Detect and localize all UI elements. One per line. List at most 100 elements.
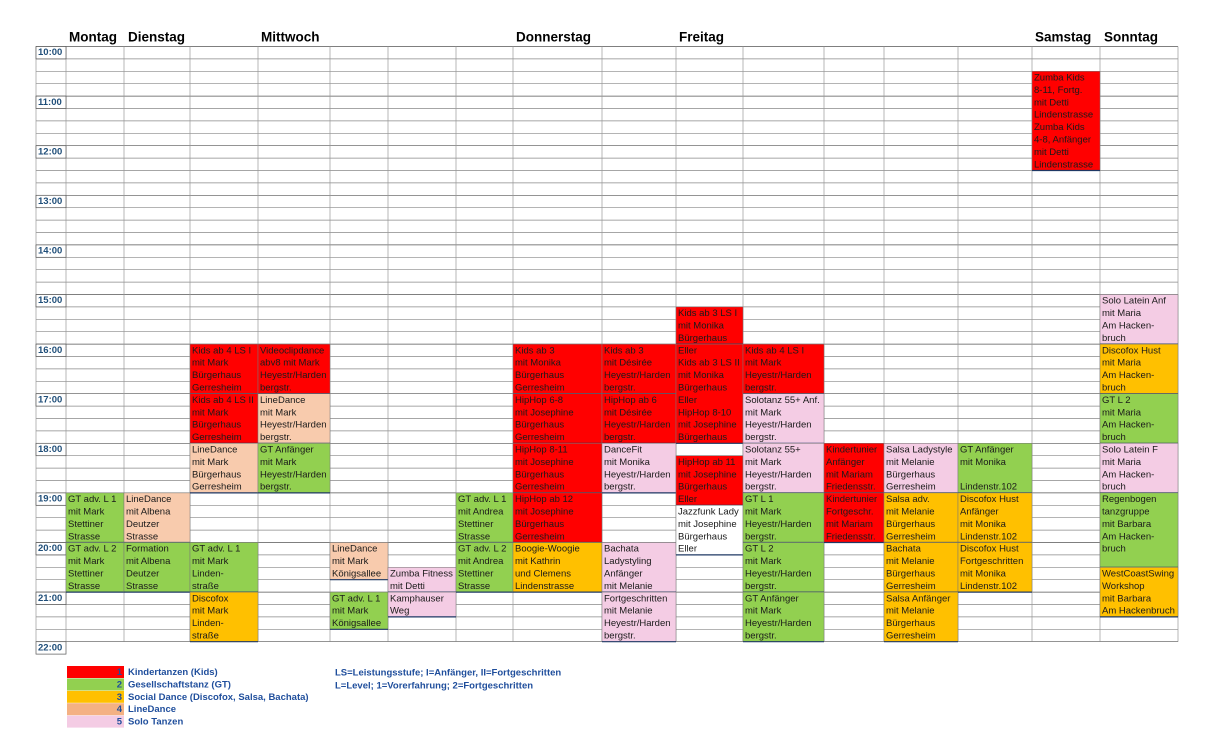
course-text: mit Kathrin (515, 556, 560, 567)
day-header: Donnerstag (516, 30, 591, 45)
course-text: Am Hacken- (1102, 321, 1154, 332)
course-text: Stettiner (458, 519, 493, 530)
course-text: bergstr. (745, 383, 777, 394)
course-block (883, 591, 959, 642)
course-text: Heyestr/Harden (604, 420, 671, 431)
course-block (675, 343, 744, 444)
day-header: Dienstag (128, 30, 185, 45)
course-text: Bürgerhaus (515, 519, 564, 530)
time-cell (35, 145, 67, 159)
course-text: Kids ab 3 (604, 345, 644, 356)
time-label: 20:00 (38, 543, 62, 554)
course-text: Kids ab 3 (515, 345, 555, 356)
course-text: Bürgerhaus (886, 519, 935, 530)
course-text: Discofox Hust (960, 494, 1019, 505)
course-block (601, 542, 677, 593)
course-text: mit Monika (960, 569, 1007, 580)
course-text: bergstr. (260, 383, 292, 394)
course-block (742, 591, 825, 642)
course-text: Gerresheim (192, 383, 242, 394)
course-text: mit Maria (1102, 407, 1142, 418)
course-block (957, 492, 1033, 543)
course-text: mit Detti (1034, 97, 1069, 108)
course-text: Kids ab 3 LS II (678, 358, 740, 369)
course-text: mit Barbara (1102, 519, 1152, 530)
day-header: Montag (69, 30, 117, 45)
course-text: Am Hacken- (1102, 420, 1154, 431)
course-text: mit Melanie (886, 507, 935, 518)
course-text: mit Monika (678, 321, 725, 332)
course-block (257, 393, 331, 444)
course-text: Salsa adv. (886, 494, 930, 505)
course-text: mit Andrea (458, 507, 504, 518)
legend-label: LineDance (128, 704, 176, 715)
course-text: Bürgerhaus (192, 420, 241, 431)
time-label: 11:00 (38, 97, 62, 108)
course-text: mit Monika (678, 370, 725, 381)
course-block (883, 542, 959, 593)
course-text: Anfänger (826, 457, 865, 468)
course-text: bergstr. (260, 482, 292, 493)
course-text: Solotanz 55+ (745, 445, 801, 456)
course-text: Fortgeschritten (604, 593, 667, 604)
course-text: bergstr. (604, 383, 636, 394)
course-text: Kindertunier (826, 494, 877, 505)
course-text: Lindenstrasse (515, 581, 574, 592)
course-text: Lindenstrasse (1034, 110, 1093, 121)
time-label: 15:00 (38, 295, 62, 306)
course-text: mit Albena (126, 556, 171, 567)
course-text: Bürgerhaus (515, 469, 564, 480)
legend-swatch (67, 715, 124, 728)
course-text: GT adv. L 1 (332, 593, 380, 604)
legend-swatch (67, 666, 124, 678)
course-text: bergstr. (604, 482, 636, 493)
course-block (675, 306, 744, 345)
course-text: Stettiner (68, 569, 103, 580)
course-text: Discofox (192, 593, 229, 604)
course-text: mit Josephine (678, 420, 737, 431)
course-text: mit Josephine (515, 507, 574, 518)
course-text: GT adv. L 1 (192, 544, 240, 555)
course-block (189, 591, 259, 642)
course-text: Heyestr/Harden (745, 420, 812, 431)
course-text: Zumba Kids (1034, 122, 1085, 133)
legend-number: 2 (117, 679, 122, 690)
course-text: Boogie-Woogie (515, 544, 580, 555)
legend-number: 3 (117, 692, 122, 703)
course-block (883, 443, 959, 494)
legend-swatch (67, 703, 124, 716)
course-text: Kamphauser (390, 593, 444, 604)
course-text: Formation (126, 544, 169, 555)
legend-number: 4 (117, 704, 123, 715)
course-text: mit Mark (260, 407, 297, 418)
course-text: WestCoastSwing (1102, 569, 1174, 580)
course-text: bergstr. (745, 482, 777, 493)
course-text: Heyestr/Harden (604, 618, 671, 629)
course-text: mit Monika (960, 519, 1007, 530)
course-text: Bürgerhaus (886, 469, 935, 480)
course-text: HipHop ab 6 (604, 395, 657, 406)
course-text: mit Monika (960, 457, 1007, 468)
course-text: Bürgerhaus (515, 420, 564, 431)
course-text: Königsallee (332, 618, 381, 629)
course-text: mit Mark (745, 556, 782, 567)
course-text: mit Désirée (604, 358, 652, 369)
course-text: Workshop (1102, 581, 1145, 592)
course-block (512, 343, 603, 394)
time-cell (35, 393, 67, 407)
course-text: mit Monika (515, 358, 562, 369)
course-text: Friedensstr. (826, 482, 876, 493)
course-block (123, 492, 191, 543)
time-label: 10:00 (38, 47, 62, 58)
course-block (329, 591, 389, 630)
course-block (189, 393, 259, 444)
course-block (455, 492, 514, 543)
time-cell (35, 95, 67, 109)
course-text: bruch (1102, 544, 1126, 555)
course-text: Jazzfunk Lady (678, 507, 739, 518)
course-text: Kindertunier (826, 445, 877, 456)
course-block (387, 591, 457, 618)
course-text: Lindenstr.102 (960, 531, 1017, 542)
course-text: mit Barbara (1102, 593, 1152, 604)
course-text: Strasse (68, 581, 100, 592)
